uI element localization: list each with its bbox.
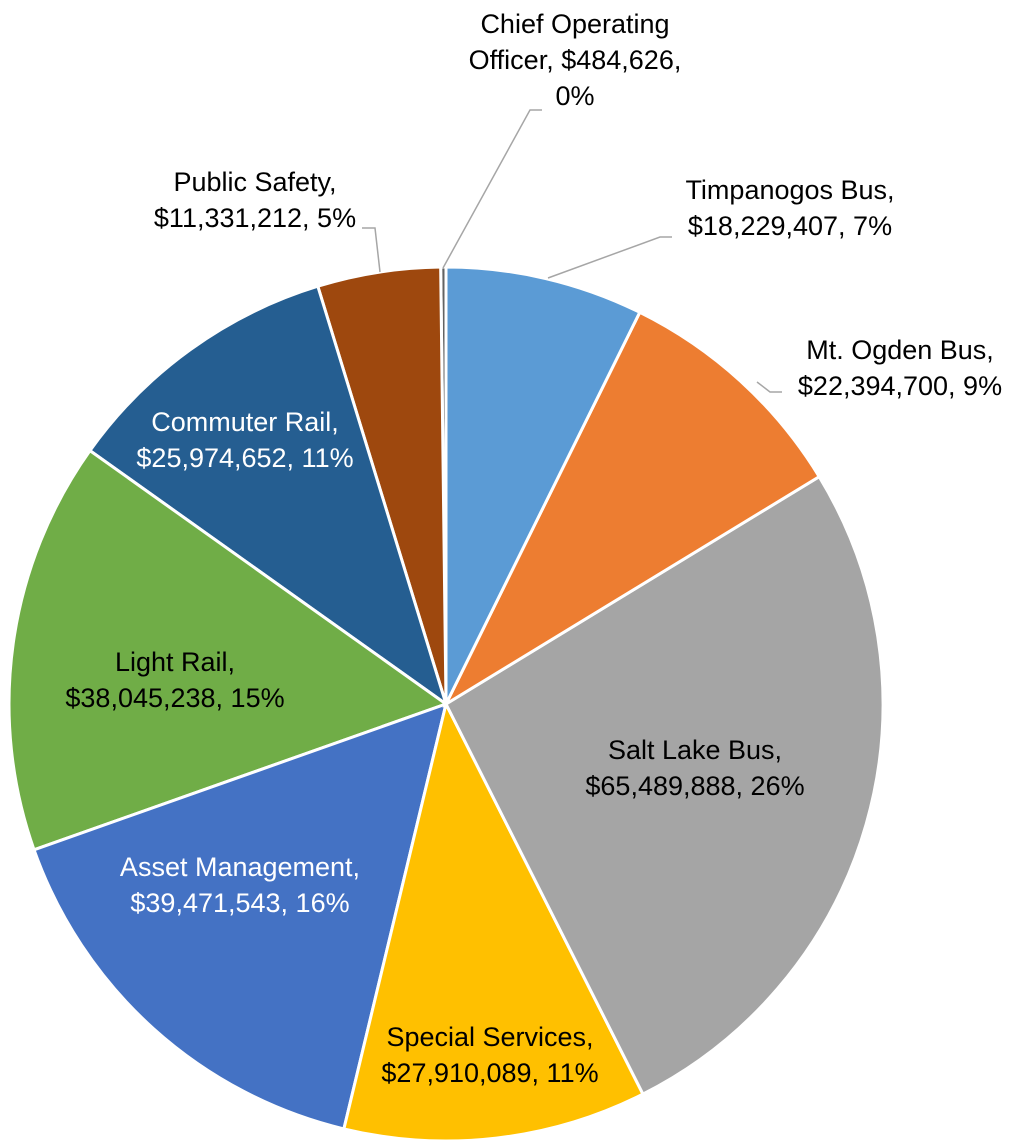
- value-label: $18,229,407, 7%: [687, 211, 893, 241]
- category-label: Mt. Ogden Bus,: [806, 335, 994, 365]
- slice-label: Commuter Rail, $25,974,652, 11%: [136, 404, 353, 476]
- slice-label: Mt. Ogden Bus, $22,394,700, 9%: [798, 332, 1002, 404]
- slice-label: Salt Lake Bus, $65,489,888, 26%: [585, 732, 804, 804]
- pie-slice: [7, 448, 450, 852]
- value-label: $38,045,238, 15%: [65, 683, 285, 713]
- slice-label: Chief Operating Officer, $484,626, 0%: [450, 6, 700, 114]
- leader-line: [442, 109, 542, 269]
- category-label: Asset Management,: [119, 852, 361, 882]
- slice-label: Public Safety, $11,331,212, 5%: [154, 164, 356, 236]
- category-label: Special Services,: [386, 1022, 594, 1052]
- value-label: $27,910,089, 11%: [381, 1058, 599, 1088]
- value-label: $11,331,212, 5%: [153, 203, 357, 233]
- leader-line: [756, 381, 782, 393]
- category-label: Commuter Rail,: [151, 407, 339, 437]
- slice-label: Light Rail, $38,045,238, 15%: [65, 644, 284, 716]
- pie-slice: [87, 284, 449, 708]
- value-label: $25,974,652, 11%: [136, 443, 354, 473]
- value-label: $22,394,700, 9%: [797, 371, 1003, 401]
- category-label: Public Safety,: [173, 167, 337, 197]
- slice-label: Timpanogos Bus, $18,229,407, 7%: [685, 172, 894, 244]
- category-label: Light Rail,: [114, 647, 236, 677]
- pie-slice: [442, 310, 822, 708]
- value-label: $39,471,543, 16%: [130, 888, 350, 918]
- leader-line: [547, 236, 672, 279]
- category-label: Chief Operating Officer,: [468, 9, 670, 75]
- pie-slice: [444, 474, 885, 1097]
- pie-slice: [32, 701, 449, 1131]
- pie-slice: [444, 265, 642, 705]
- slice-label: Asset Management, $39,471,543, 16%: [120, 849, 360, 921]
- slice-label: Special Services, $27,910,089, 11%: [381, 1019, 598, 1091]
- leader-line: [362, 227, 381, 273]
- value-label: $484,626, 0%: [555, 45, 682, 111]
- pie-slice: [342, 699, 645, 1141]
- value-label: $65,489,888, 26%: [585, 771, 805, 801]
- category-label: Salt Lake Bus,: [607, 735, 783, 765]
- category-label: Timpanogos Bus,: [685, 175, 895, 205]
